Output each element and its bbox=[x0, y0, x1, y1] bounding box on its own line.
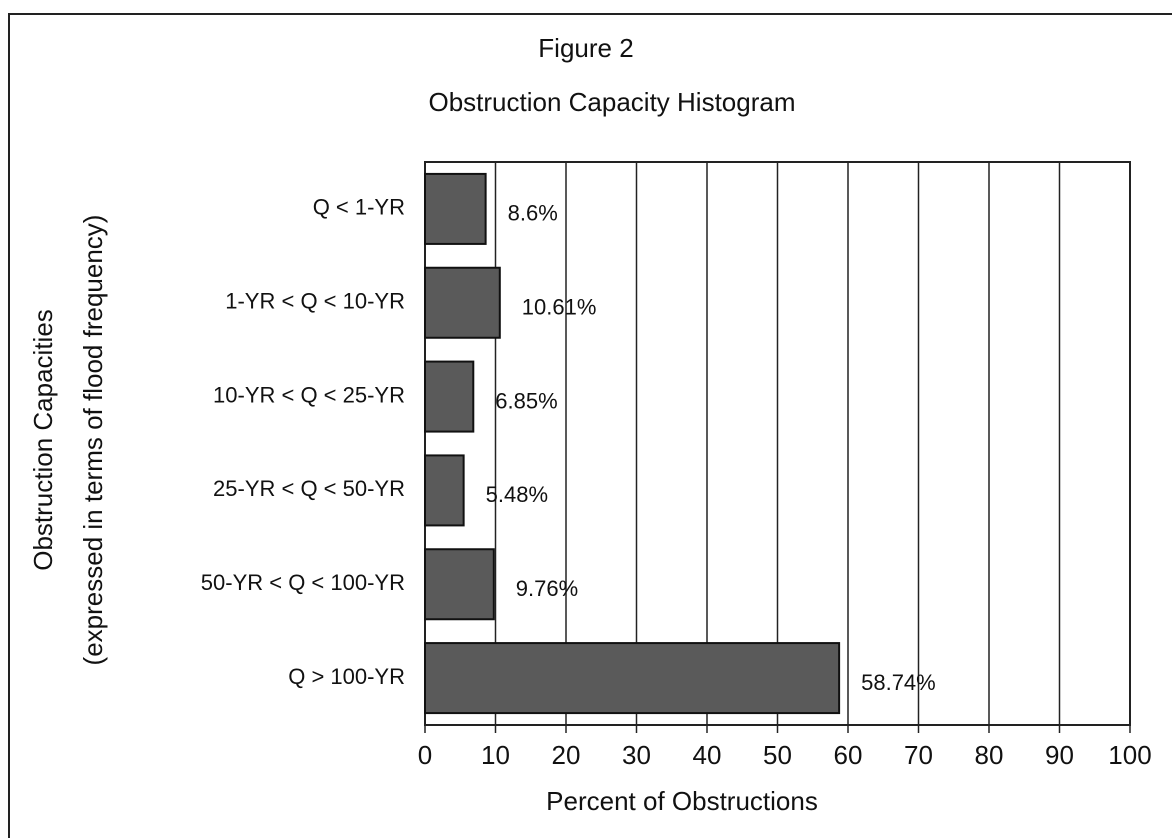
frame bbox=[8, 13, 1172, 838]
x-tick-label: 100 bbox=[1108, 740, 1151, 770]
y-tick-label: Q < 1-YR bbox=[313, 195, 405, 220]
chart-title: Figure 2 bbox=[538, 33, 633, 63]
bar bbox=[424, 642, 841, 715]
y-axis-label: Obstruction Capacities bbox=[28, 309, 58, 571]
bar bbox=[424, 266, 501, 339]
chart-subtitle: Obstruction Capacity Histogram bbox=[428, 87, 795, 117]
x-tick-label: 70 bbox=[904, 740, 933, 770]
y-tick-label: 25-YR < Q < 50-YR bbox=[213, 476, 405, 501]
value-label: 58.74% bbox=[861, 670, 936, 695]
x-tick-label: 40 bbox=[693, 740, 722, 770]
bar bbox=[424, 360, 475, 433]
value-label: 9.76% bbox=[516, 576, 578, 601]
y-tick-label: 10-YR < Q < 25-YR bbox=[213, 382, 405, 407]
value-label: 8.6% bbox=[508, 201, 558, 226]
y-tick-label: 50-YR < Q < 100-YR bbox=[201, 570, 405, 595]
x-tick-label: 20 bbox=[552, 740, 581, 770]
y-axis-note: (expressed in terms of flood frequency) bbox=[78, 215, 108, 666]
x-tick-label: 50 bbox=[763, 740, 792, 770]
x-tick-label: 90 bbox=[1045, 740, 1074, 770]
x-tick-label: 10 bbox=[481, 740, 510, 770]
y-tick-label: Q > 100-YR bbox=[288, 664, 405, 689]
x-tick-label: 30 bbox=[622, 740, 651, 770]
y-tick-label: 1-YR < Q < 10-YR bbox=[225, 289, 405, 314]
x-tick-label: 60 bbox=[834, 740, 863, 770]
value-label: 5.48% bbox=[486, 482, 548, 507]
value-label: 10.61% bbox=[522, 295, 597, 320]
value-label: 6.85% bbox=[495, 388, 557, 413]
x-tick-label: 80 bbox=[975, 740, 1004, 770]
bar bbox=[424, 172, 487, 245]
x-axis-label: Percent of Obstructions bbox=[546, 786, 818, 816]
bar bbox=[424, 548, 495, 621]
x-tick-label: 0 bbox=[418, 740, 432, 770]
bar bbox=[424, 454, 465, 527]
